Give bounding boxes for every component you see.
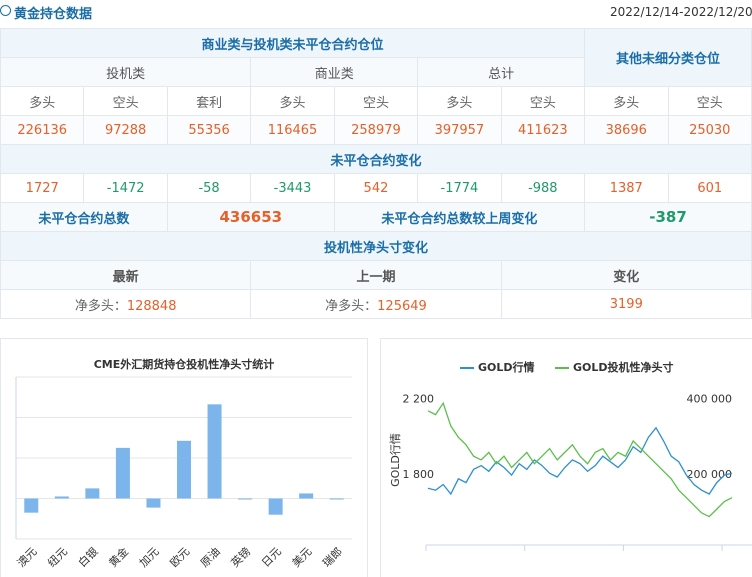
position: 226136 <box>0 115 85 145</box>
icon <box>0 5 11 16</box>
change: 601 <box>667 173 752 203</box>
group: 总计 <box>417 57 586 87</box>
bar <box>177 440 191 499</box>
column-label: 空头 <box>333 86 419 116</box>
column-label: 多头 <box>0 86 85 116</box>
change: -1774 <box>417 173 502 203</box>
net-prefix: 净多头： <box>325 298 378 314</box>
bar <box>299 493 314 499</box>
other-title: 其他未细分类仓位 <box>584 28 752 87</box>
group: 投机类 <box>0 57 252 87</box>
column-label: 空头 <box>667 86 752 116</box>
total: 436653 <box>166 202 335 232</box>
bar <box>54 496 69 499</box>
change: -1472 <box>83 173 168 203</box>
y2-tick-label: 200 000 <box>687 468 733 481</box>
title: 黄金持仓数据 <box>14 7 93 22</box>
net-col: 变化 <box>500 260 752 290</box>
bar <box>207 404 222 499</box>
change: -58 <box>166 173 252 203</box>
bar <box>115 447 130 499</box>
change: 1387 <box>584 173 669 203</box>
total-change: -387 <box>584 202 752 232</box>
change: -3443 <box>250 173 335 203</box>
change: 1727 <box>0 173 85 203</box>
total-change-label: 未平仓合约总数较上周变化 <box>333 202 586 232</box>
net-previous: 125649 <box>377 298 427 314</box>
net-latest: 128848 <box>126 298 177 314</box>
net-col: 最新 <box>0 260 252 290</box>
total-label: 未平仓合约总数 <box>0 202 168 232</box>
column-label: 多头 <box>250 86 335 116</box>
position: 25030 <box>667 115 752 145</box>
data-table: 商业类与投机类未平仓合约仓位 其他未细分类仓位 投机类 商业类 总计 多头 空头套… <box>0 28 752 319</box>
panel <box>380 338 752 577</box>
position: 116465 <box>250 115 335 145</box>
column-label: 套利 <box>166 86 252 116</box>
bar <box>85 488 100 499</box>
net-cell: 净多头：125649 <box>250 289 502 319</box>
y2-tick-label: 400 000 <box>687 392 733 405</box>
net-col: 上一期 <box>250 260 502 290</box>
position: 38696 <box>584 115 669 145</box>
column-label: 多头 <box>584 86 669 116</box>
change: -988 <box>500 173 586 203</box>
column-label: 空头 <box>83 86 168 116</box>
net-title: 投机性净头寸变化 <box>0 231 752 261</box>
y-tick-label: 2 200 <box>403 392 435 405</box>
position: 258979 <box>333 115 419 145</box>
date-range: 2022/12/14-2022/12/20 <box>610 5 752 19</box>
chart-title: CME外汇期货持仓投机性净头寸统计 <box>94 357 275 371</box>
bar <box>329 498 344 500</box>
column-label: 空头 <box>500 86 586 116</box>
position: 55356 <box>166 115 252 145</box>
line-series <box>427 401 733 518</box>
bar <box>238 498 253 500</box>
group-title: 商业类与投机类未平仓合约仓位 <box>0 28 586 58</box>
position: 397957 <box>417 115 502 145</box>
net-prefix: 净多头： <box>74 298 127 314</box>
line-series <box>427 426 733 496</box>
bar <box>146 498 161 508</box>
y-tick-label: 1 800 <box>403 468 435 481</box>
net-cell: 净多头：128848 <box>0 289 252 319</box>
net-change: 3199 <box>500 289 752 319</box>
position: 97288 <box>83 115 168 145</box>
position: 411623 <box>500 115 586 145</box>
bar <box>24 498 39 513</box>
bar <box>268 498 283 515</box>
change-title: 未平仓合约变化 <box>0 144 752 174</box>
legend-label: GOLD投机性净头寸 <box>573 360 674 374</box>
column-label: 多头 <box>417 86 502 116</box>
change: 542 <box>333 173 419 203</box>
header: 黄金持仓数据 2022/12/14-2022/12/20 <box>0 0 752 28</box>
group: 商业类 <box>250 57 419 87</box>
legend-label: GOLD行情 <box>478 360 535 374</box>
y-axis-title: GOLD行情 <box>389 433 402 487</box>
